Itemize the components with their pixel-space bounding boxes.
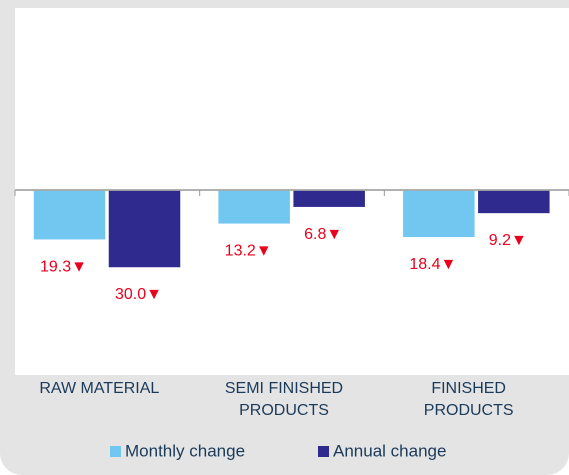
bar [32, 189, 107, 241]
value-label: 13.2▼ [225, 243, 272, 260]
bar [107, 189, 182, 269]
legend-label: Annual change [333, 441, 446, 460]
value-label: 19.3▼ [40, 258, 87, 275]
legend-swatch [110, 446, 121, 457]
value-label: 18.4▼ [409, 256, 456, 273]
value-label: 6.8▼ [304, 226, 342, 243]
legend-label: Monthly change [125, 441, 245, 460]
bar [476, 189, 552, 215]
category-label: SEMI FINISHED PRODUCTS [224, 380, 344, 419]
value-label: 30.0▼ [115, 286, 162, 303]
bar [216, 189, 292, 226]
bar [401, 189, 477, 239]
bar [291, 189, 367, 209]
value-label: 9.2▼ [489, 232, 527, 249]
category-label: RAW MATERIAL [39, 380, 160, 397]
legend-swatch [318, 446, 329, 457]
category-label: FINISHED PRODUCTS [423, 380, 514, 419]
